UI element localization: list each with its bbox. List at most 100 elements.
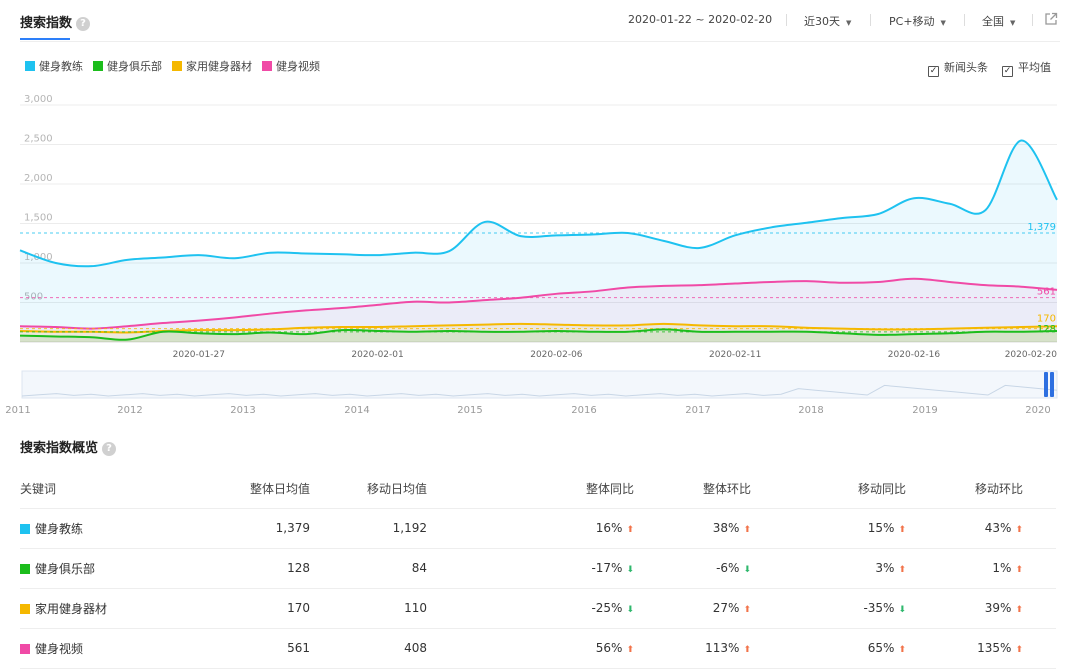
header-overall-avg: 整体日均值 [220,470,310,509]
overview-tick-label: 2013 [230,405,255,416]
table-row: 健身教练 1,379 1,192 16% ⬆ 38% ⬆ 15% ⬆ 43% ⬆ [20,508,1056,549]
spacer-cell [1023,588,1056,629]
keyword-name: 健身俱乐部 [35,561,96,576]
overview-tick-label: 2020 [1025,405,1050,416]
divider [1032,14,1033,26]
arrow-up-icon: ⬆ [1015,645,1023,655]
checkbox-label: 新闻头条 [944,61,988,74]
brush-handle-left[interactable] [1044,372,1048,397]
legend-swatch [25,61,35,71]
arrow-down-icon: ⬇ [898,605,906,615]
header-spacer [1023,470,1056,509]
mobile-avg-cell: 408 [310,628,427,669]
overall-avg-cell: 170 [220,588,310,629]
keyword-cell: 家用健身器材 [20,588,220,629]
arrow-up-icon: ⬆ [743,525,751,535]
mom-cell: -6% ⬇ [634,548,751,589]
keyword-cell: 健身教练 [20,508,220,549]
mobile-mom-cell: 1% ⬆ [906,548,1023,589]
y-tick-label: 500 [24,292,43,303]
arrow-up-icon: ⬆ [1015,525,1023,535]
legend-label: 健身俱乐部 [107,60,162,73]
legend-swatch [93,61,103,71]
checkbox-box[interactable]: ✓ [928,66,939,77]
summary-title-text: 搜索指数概览 [20,441,99,456]
legend-label: 家用健身器材 [186,60,252,73]
date-range-picker[interactable]: 2020-01-22 ~ 2020-02-20 [628,13,772,26]
arrow-up-icon: ⬆ [626,525,634,535]
checkbox-label: 平均值 [1018,61,1051,74]
table-row: 健身视频 561 408 56% ⬆ 113% ⬆ 65% ⬆ 135% ⬆ [20,628,1056,669]
arrow-down-icon: ⬇ [743,565,751,575]
mom-cell: 27% ⬆ [634,588,751,629]
y-tick-label: 3,000 [24,94,53,105]
mobile-avg-cell: 110 [310,588,427,629]
x-tick-label: 2020-02-20 [1005,350,1058,360]
divider [964,14,965,26]
brush-handle-right[interactable] [1050,372,1054,397]
overview-tick-label: 2016 [571,405,596,416]
checkbox-box[interactable]: ✓ [1002,66,1013,77]
mobile-yoy-cell: -35% ⬇ [751,588,906,629]
mobile-avg-cell: 84 [310,548,427,589]
y-tick-label: 2,000 [24,173,53,184]
option-checkbox[interactable]: ✓ 新闻头条 [928,59,988,77]
keyword-cell: 健身视频 [20,628,220,669]
device-dropdown[interactable]: PC+移动 ▼ [889,13,946,29]
period-dropdown[interactable]: 近30天 ▼ [804,13,851,29]
help-icon[interactable]: ? [102,441,117,456]
arrow-up-icon: ⬆ [1015,605,1023,615]
summary-title: 搜索指数概览? [20,437,117,456]
x-tick-label: 2020-02-11 [709,350,761,360]
caret-down-icon: ▼ [940,19,946,27]
series-line [19,328,1058,341]
legend-item[interactable]: 家用健身器材 [172,58,252,74]
yoy-cell: -25% ⬇ [427,588,634,629]
yoy-cell: 16% ⬆ [427,508,634,549]
legend-item[interactable]: 健身教练 [25,58,83,74]
summary-table: 关键词 整体日均值 移动日均值 整体同比 整体环比 移动同比 移动环比 健身教练… [20,470,1056,669]
legend-label: 健身视频 [276,60,320,73]
overview-track [21,370,1058,399]
legend-item[interactable]: 健身视频 [262,58,320,74]
x-tick-label: 2020-02-16 [888,350,941,360]
mobile-yoy-cell: 15% ⬆ [751,508,906,549]
average-label: 170 [1037,314,1056,325]
divider [870,14,871,26]
keyword-swatch [20,643,30,654]
caret-down-icon: ▼ [1010,19,1016,27]
header-mobile-avg: 移动日均值 [310,470,427,509]
help-icon[interactable]: ? [76,16,91,31]
divider [786,14,787,26]
mobile-avg-cell: 1,192 [310,508,427,549]
keyword-swatch [20,563,30,574]
arrow-up-icon: ⬆ [898,565,906,575]
arrow-up-icon: ⬆ [898,645,906,655]
mobile-mom-cell: 43% ⬆ [906,508,1023,549]
arrow-up-icon: ⬆ [743,605,751,615]
region-dropdown[interactable]: 全国 ▼ [982,13,1015,29]
header-keyword: 关键词 [20,470,220,509]
overview-tick-label: 2011 [5,405,30,416]
y-tick-label: 1,500 [24,213,53,224]
overview-tick-label: 2014 [344,405,369,416]
overview-tick-label: 2015 [457,405,482,416]
overview-tick-label: 2017 [685,405,710,416]
option-checkbox[interactable]: ✓ 平均值 [1002,59,1051,77]
keyword-cell: 健身俱乐部 [20,548,220,589]
x-tick-label: 2020-02-06 [530,350,583,360]
chart-legend: 健身教练 健身俱乐部 家用健身器材 健身视频 [25,58,330,74]
table-row: 家用健身器材 170 110 -25% ⬇ 27% ⬆ -35% ⬇ 39% ⬆ [20,588,1056,629]
spacer-cell [1023,628,1056,669]
series-line [19,322,1058,334]
mom-cell: 38% ⬆ [634,508,751,549]
yoy-cell: 56% ⬆ [427,628,634,669]
arrow-up-icon: ⬆ [898,525,906,535]
x-tick-label: 2020-02-01 [351,350,403,360]
arrow-down-icon: ⬇ [626,565,634,575]
series-line [19,139,1058,268]
external-link-icon[interactable] [1044,12,1058,26]
legend-item[interactable]: 健身俱乐部 [93,58,162,74]
chart-options: ✓ 新闻头条 ✓ 平均值 [914,59,1051,77]
y-tick-label: 2,500 [24,134,53,145]
